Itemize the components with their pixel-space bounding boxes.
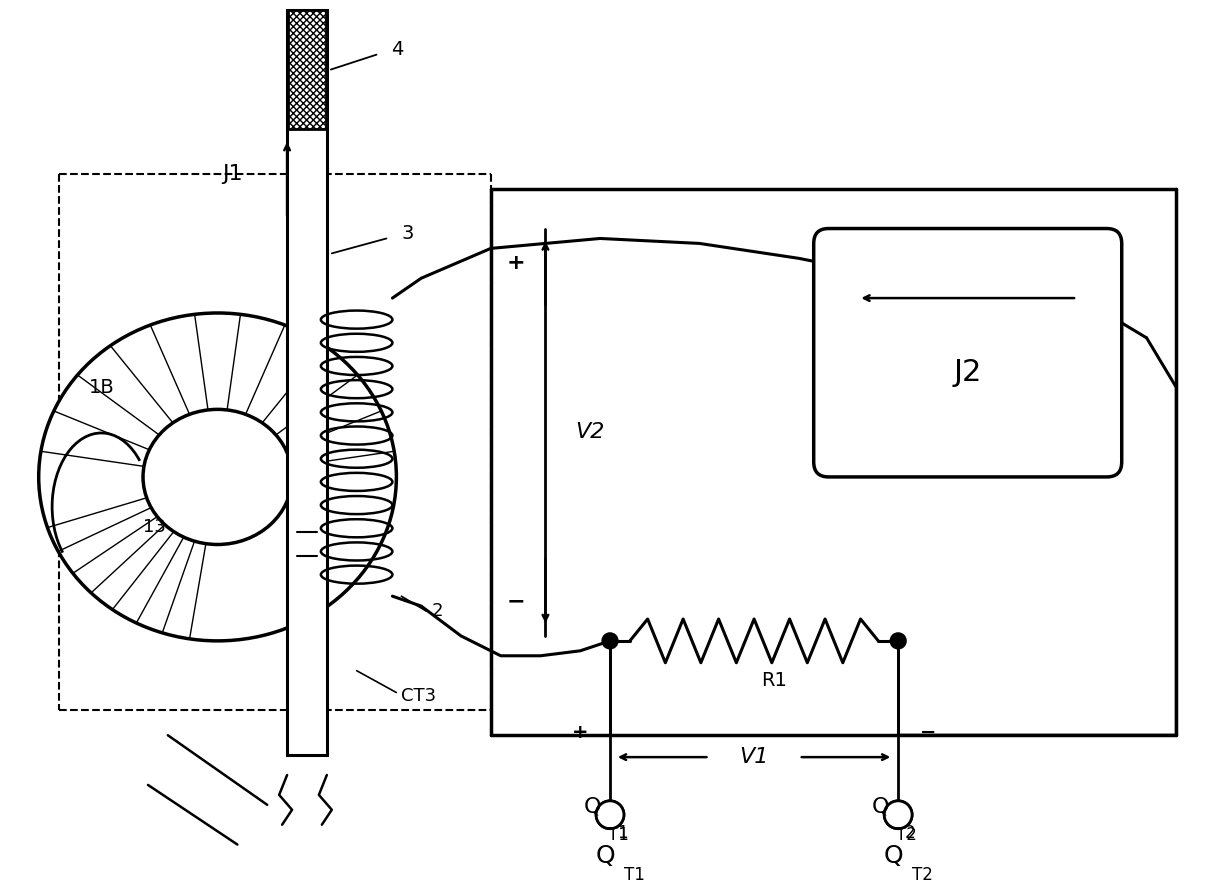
Bar — [287, 10, 327, 755]
Text: CT3: CT3 — [401, 686, 436, 704]
Text: 4: 4 — [391, 40, 403, 59]
Text: Q: Q — [872, 797, 889, 817]
Ellipse shape — [39, 313, 396, 641]
Circle shape — [602, 633, 618, 649]
Circle shape — [596, 801, 624, 829]
Text: 1: 1 — [617, 824, 628, 842]
Circle shape — [890, 633, 906, 649]
Text: R1: R1 — [761, 671, 787, 690]
Circle shape — [884, 801, 912, 829]
Text: 3: 3 — [401, 224, 413, 243]
Bar — [288, 10, 326, 129]
Text: 13: 13 — [143, 518, 166, 535]
Text: −: − — [506, 591, 525, 611]
Text: T1: T1 — [608, 826, 629, 844]
Text: 2: 2 — [905, 824, 916, 842]
Text: J2: J2 — [954, 358, 982, 387]
Text: +: + — [506, 253, 525, 274]
Ellipse shape — [143, 409, 292, 544]
Text: Q: Q — [884, 844, 904, 868]
Text: Q: Q — [584, 797, 601, 817]
FancyBboxPatch shape — [814, 228, 1122, 477]
Text: T2: T2 — [896, 826, 917, 844]
Text: T1: T1 — [624, 867, 645, 884]
Text: J1: J1 — [222, 164, 243, 184]
Circle shape — [884, 801, 912, 829]
Circle shape — [596, 801, 624, 829]
Text: 1B: 1B — [88, 378, 114, 397]
Text: 2: 2 — [432, 602, 443, 620]
Text: T2: T2 — [912, 867, 933, 884]
Text: −: − — [920, 723, 937, 741]
Text: Q: Q — [596, 844, 615, 868]
Text: V2: V2 — [575, 422, 604, 442]
Text: V1: V1 — [739, 747, 769, 767]
Text: +: + — [573, 723, 588, 741]
